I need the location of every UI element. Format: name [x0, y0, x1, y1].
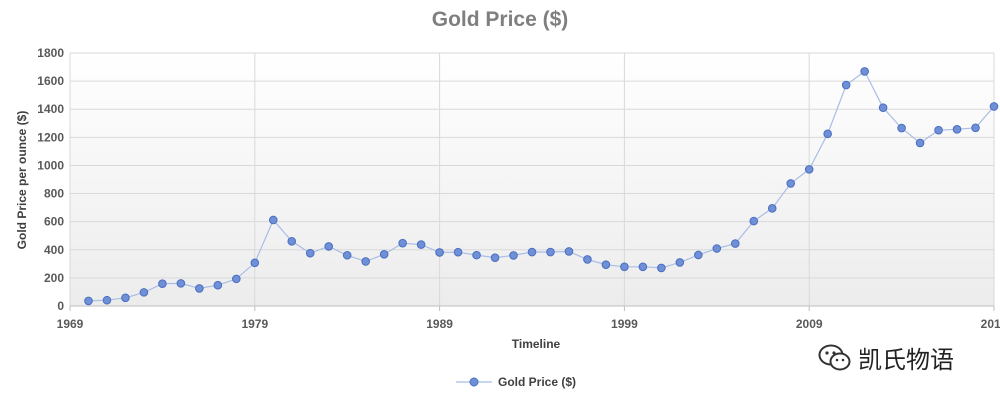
- data-point: [952, 125, 962, 134]
- y-tick-label: 600: [44, 215, 64, 229]
- y-tick-label: 1000: [37, 158, 64, 172]
- chart-title: Gold Price ($): [431, 8, 569, 31]
- data-point: [730, 239, 740, 248]
- data-point: [139, 288, 149, 297]
- data-point: [453, 247, 463, 257]
- x-tick-label: 1989: [426, 317, 453, 331]
- data-point: [694, 250, 703, 260]
- data-point: [379, 249, 389, 259]
- data-point: [878, 103, 888, 112]
- data-point: [841, 80, 851, 90]
- data-point: [121, 293, 130, 303]
- data-point: [934, 125, 943, 135]
- y-tick-label: 1600: [37, 74, 64, 88]
- x-tick-label: 2019: [981, 317, 1000, 331]
- x-tick-label: 2009: [796, 317, 823, 331]
- data-point: [823, 129, 832, 139]
- data-point: [250, 258, 260, 268]
- y-tick-label: 1400: [37, 102, 64, 116]
- data-point: [102, 295, 112, 305]
- y-axis-ticks: 0 200 400 600 800 1000 1200 1400 1600 1800: [37, 46, 64, 313]
- y-tick-label: 800: [44, 187, 64, 201]
- legend-label: Gold Price ($): [498, 375, 576, 389]
- data-point: [564, 247, 574, 256]
- data-point: [989, 102, 999, 111]
- data-point: [509, 251, 518, 260]
- data-point: [767, 204, 777, 213]
- data-point: [712, 244, 722, 253]
- y-tick-label: 400: [44, 243, 64, 257]
- data-point: [620, 262, 629, 272]
- data-point: [860, 67, 869, 76]
- data-point: [749, 216, 759, 226]
- data-point: [527, 247, 537, 257]
- data-point: [435, 248, 444, 257]
- data-point: [804, 165, 814, 174]
- y-tick-label: 1200: [37, 130, 64, 144]
- x-tick-label: 1999: [611, 317, 638, 331]
- watermark: 凯氏物语: [818, 340, 954, 375]
- data-point: [268, 215, 278, 225]
- data-point: [915, 138, 925, 148]
- data-point: [546, 247, 555, 257]
- data-point: [232, 274, 241, 284]
- data-point: [657, 263, 666, 273]
- data-point: [361, 257, 370, 266]
- wechat-icon: [818, 344, 851, 370]
- data-point: [158, 279, 167, 288]
- data-point: [324, 242, 334, 251]
- data-point: [398, 238, 407, 248]
- data-point: [84, 296, 93, 306]
- data-point: [305, 248, 315, 258]
- data-point: [971, 123, 980, 133]
- series-gold-price: [84, 67, 999, 306]
- data-point: [638, 262, 648, 272]
- data-point: [786, 179, 796, 188]
- y-tick-label: 200: [44, 271, 64, 285]
- data-point: [416, 240, 426, 249]
- y-tick-label: 0: [57, 299, 64, 313]
- plot-area: [70, 53, 994, 306]
- data-point: [583, 255, 592, 264]
- x-axis-title: Timeline: [512, 337, 561, 351]
- y-tick-label: 1800: [37, 46, 64, 60]
- watermark-text: 凯氏物语: [858, 346, 954, 374]
- data-point: [195, 284, 204, 293]
- x-tick-label: 1979: [241, 317, 268, 331]
- x-tick-label: 1969: [57, 317, 84, 331]
- data-point: [675, 258, 685, 267]
- data-point: [897, 123, 906, 133]
- y-axis-title: Gold Price per ounce ($): [15, 111, 29, 250]
- data-point: [287, 237, 297, 246]
- data-point: [601, 260, 611, 269]
- data-point: [342, 250, 352, 260]
- data-point: [176, 279, 186, 288]
- data-point: [490, 253, 500, 262]
- data-point: [472, 250, 481, 260]
- x-axis-ticks: 1969 1979 1989 1999 2009 2019: [57, 306, 1000, 331]
- legend: Gold Price ($): [456, 375, 576, 389]
- legend-marker: [469, 377, 479, 387]
- data-point: [213, 280, 223, 290]
